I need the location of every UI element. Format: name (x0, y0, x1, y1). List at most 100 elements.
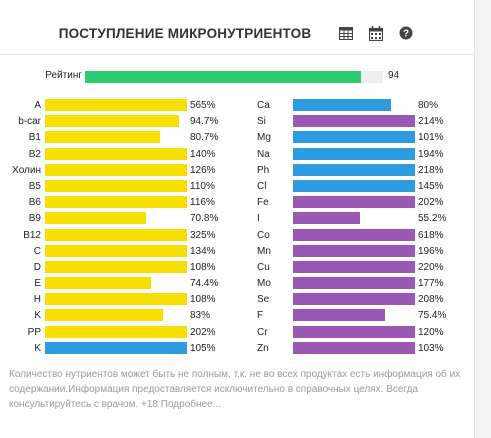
rating-bar-fill (85, 71, 361, 83)
nutrient-bar (293, 277, 415, 290)
nutrient-bar (45, 325, 187, 338)
nutrient-row: Zn 103% (232, 341, 472, 357)
nutrient-bar (293, 99, 391, 111)
nutrient-row: B12 325% (0, 228, 230, 244)
nutrient-name: Cu (257, 261, 270, 273)
nutrient-percent: 108% (190, 294, 216, 306)
nutrient-row: Fe 202% (232, 195, 472, 211)
nutrient-row: H 108% (0, 292, 230, 308)
nutrient-row: B1 80.7% (0, 130, 230, 146)
nutrient-name: Mo (257, 278, 271, 290)
nutrient-name: Se (257, 294, 270, 306)
nutrient-name: A (34, 100, 41, 111)
nutrient-percent: 618% (418, 229, 444, 241)
nutrient-bar (45, 341, 187, 354)
nutrient-row: Mn 196% (232, 244, 472, 260)
nutrient-percent: 145% (418, 180, 444, 192)
nutrient-row: b-car 94.7% (0, 114, 230, 130)
nutrient-name: F (257, 310, 264, 322)
nutrient-bar (293, 212, 361, 225)
nutrient-percent: 103% (418, 342, 444, 354)
nutrient-bar (293, 309, 385, 322)
nutrient-row: B5 110% (0, 179, 230, 195)
nutrient-bar (293, 244, 415, 257)
nutrient-percent: 110% (190, 180, 215, 192)
nutrient-name: Fe (257, 197, 269, 209)
calendar-icon[interactable] (367, 24, 385, 42)
nutrient-name: B1 (28, 132, 41, 144)
nutrient-bar (293, 260, 415, 273)
nutrient-name: D (33, 261, 41, 273)
nutrient-row: Mg 101% (232, 130, 472, 146)
svg-text:?: ? (403, 29, 409, 40)
nutrient-percent: 220% (418, 261, 444, 273)
nutrient-name: B5 (28, 180, 41, 192)
nutrient-percent: 75.4% (418, 310, 447, 322)
nutrient-percent: 202% (418, 197, 444, 209)
nutrient-bar (45, 163, 187, 176)
nutrient-percent: 80% (418, 100, 439, 111)
nutrient-bar (293, 179, 415, 192)
help-icon[interactable]: ? (397, 24, 415, 42)
nutrient-percent: 74.4% (190, 278, 219, 290)
nutrient-bar (45, 147, 187, 160)
nutrient-percent: 101% (418, 132, 444, 144)
disclaimer-note: Количество нутриентов может быть не полн… (9, 369, 461, 410)
micronutrients-card: ПОСТУПЛЕНИЕ МИКРОНУТРИЕНТОВ (0, 0, 475, 438)
nutrient-percent: 134% (190, 245, 216, 257)
nutrient-name: Ph (257, 164, 270, 176)
nutrient-percent: 108% (190, 261, 216, 273)
nutrient-percent: 177% (418, 278, 444, 290)
nutrient-bar (45, 115, 180, 128)
nutrient-name: Холин (12, 164, 41, 176)
nutrient-row: K 105% (0, 341, 230, 357)
nutrient-row: Co 618% (232, 228, 472, 244)
nutrient-name: Co (257, 229, 270, 241)
nutrient-bar (293, 163, 415, 176)
nutrient-name: B9 (28, 213, 41, 225)
nutrient-percent: 116% (190, 197, 215, 209)
nutrient-row: Se 208% (232, 292, 472, 308)
nutrient-name: Mg (257, 132, 271, 144)
nutrient-percent: 196% (418, 245, 444, 257)
nutrient-bar (293, 147, 415, 160)
nutrient-percent: 140% (190, 148, 216, 160)
nutrient-row: Cr 120% (232, 325, 472, 341)
nutrient-row: E 74.4% (0, 276, 230, 292)
rating-row: Рейтинг 94 (0, 69, 474, 85)
nutrient-percent: 325% (190, 229, 216, 241)
nutrient-row: K 83% (0, 308, 230, 324)
nutrient-percent: 55.2% (418, 213, 447, 225)
nutrient-bar (45, 277, 151, 290)
nutrient-row: Na 194% (232, 147, 472, 163)
table-icon[interactable] (337, 24, 355, 42)
nutrient-row: Mo 177% (232, 276, 472, 292)
nutrient-row: Ca 80% (232, 98, 472, 114)
nutrient-bar (293, 228, 415, 241)
nutrient-bar (45, 309, 163, 322)
nutrient-name: Si (257, 116, 266, 128)
nutrient-name: PP (27, 326, 41, 338)
card-header: ПОСТУПЛЕНИЕ МИКРОНУТРИЕНТОВ (0, 12, 474, 55)
nutrient-name: C (33, 245, 41, 257)
nutrient-name: Cr (257, 326, 268, 338)
nutrient-bar (293, 325, 415, 338)
nutrient-percent: 105% (190, 342, 216, 354)
nutrient-row: Ph 218% (232, 163, 472, 179)
nutrient-bar (293, 131, 415, 144)
nutrient-bar (45, 99, 187, 111)
nutrient-name: Mn (257, 245, 271, 257)
nutrient-row: C 134% (0, 244, 230, 260)
nutrient-row: B2 140% (0, 147, 230, 163)
nutrient-row: B6 116% (0, 195, 230, 211)
nutrient-name: H (33, 294, 41, 306)
nutrient-percent: 194% (418, 148, 444, 160)
nutrient-bar (293, 293, 415, 306)
nutrient-name: I (257, 213, 260, 225)
nutrient-row: PP 202% (0, 325, 230, 341)
nutrient-name: E (34, 278, 41, 290)
nutrient-name: B12 (23, 229, 41, 241)
nutrient-name: b-car (18, 116, 41, 128)
rating-label: Рейтинг (45, 70, 82, 81)
nutrient-row: Si 214% (232, 114, 472, 130)
